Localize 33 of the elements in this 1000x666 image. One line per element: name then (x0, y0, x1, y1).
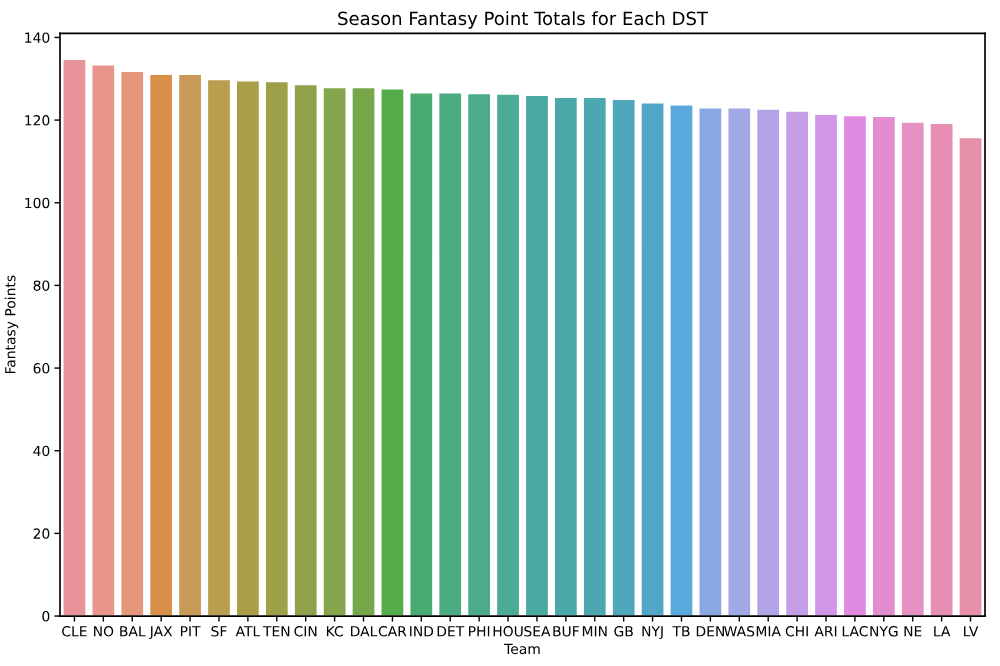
bar (466, 92, 492, 617)
bar (784, 110, 810, 617)
bar (351, 86, 376, 617)
bar (727, 106, 752, 617)
bar (206, 78, 232, 617)
bar (900, 121, 925, 617)
bar (524, 94, 550, 617)
bar (669, 104, 694, 617)
bar (495, 93, 521, 617)
bar (62, 58, 87, 617)
bar (91, 64, 116, 617)
chart-title: Season Fantasy Point Totals for Each DST (338, 11, 709, 29)
bar (264, 80, 290, 617)
bar (698, 106, 723, 617)
bar (640, 102, 665, 617)
bar (813, 113, 839, 617)
bar (929, 122, 954, 617)
bar (120, 70, 145, 617)
bar (611, 98, 636, 617)
bar (958, 136, 983, 617)
bar (380, 87, 405, 617)
bar (177, 73, 203, 617)
bar (755, 108, 781, 617)
bar (235, 80, 261, 617)
bar (553, 96, 579, 617)
bar (582, 96, 608, 617)
bar (293, 83, 318, 617)
bar (148, 73, 174, 617)
bar (842, 114, 868, 617)
bar (409, 92, 434, 617)
bar (871, 115, 897, 617)
bar (437, 92, 463, 617)
bar (322, 86, 347, 617)
